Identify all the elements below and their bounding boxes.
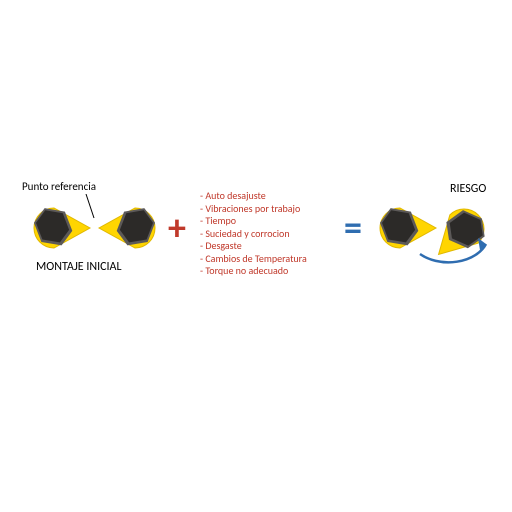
risk-assembly: RIESGO xyxy=(378,188,508,298)
factor-item: - Torque no adecuado xyxy=(200,265,307,278)
factor-item: - Auto desajuste xyxy=(200,190,307,203)
equals-symbol: = xyxy=(344,206,362,250)
indicator-right-initial xyxy=(95,206,157,250)
factor-item: - Desgaste xyxy=(200,240,307,253)
plus-symbol: + xyxy=(168,206,186,250)
indicator-left-initial xyxy=(32,206,94,250)
initial-assembly: Punto referencia MONTAJE INICIAL xyxy=(32,188,162,288)
rotation-arrow-icon xyxy=(408,236,508,296)
reference-point-label: Punto referencia xyxy=(22,180,96,193)
initial-heading: MONTAJE INICIAL xyxy=(36,260,122,274)
risk-heading: RIESGO xyxy=(450,182,486,196)
factor-item: - Tiempo xyxy=(200,215,307,228)
factors-list: - Auto desajuste - Vibraciones por traba… xyxy=(200,190,307,278)
